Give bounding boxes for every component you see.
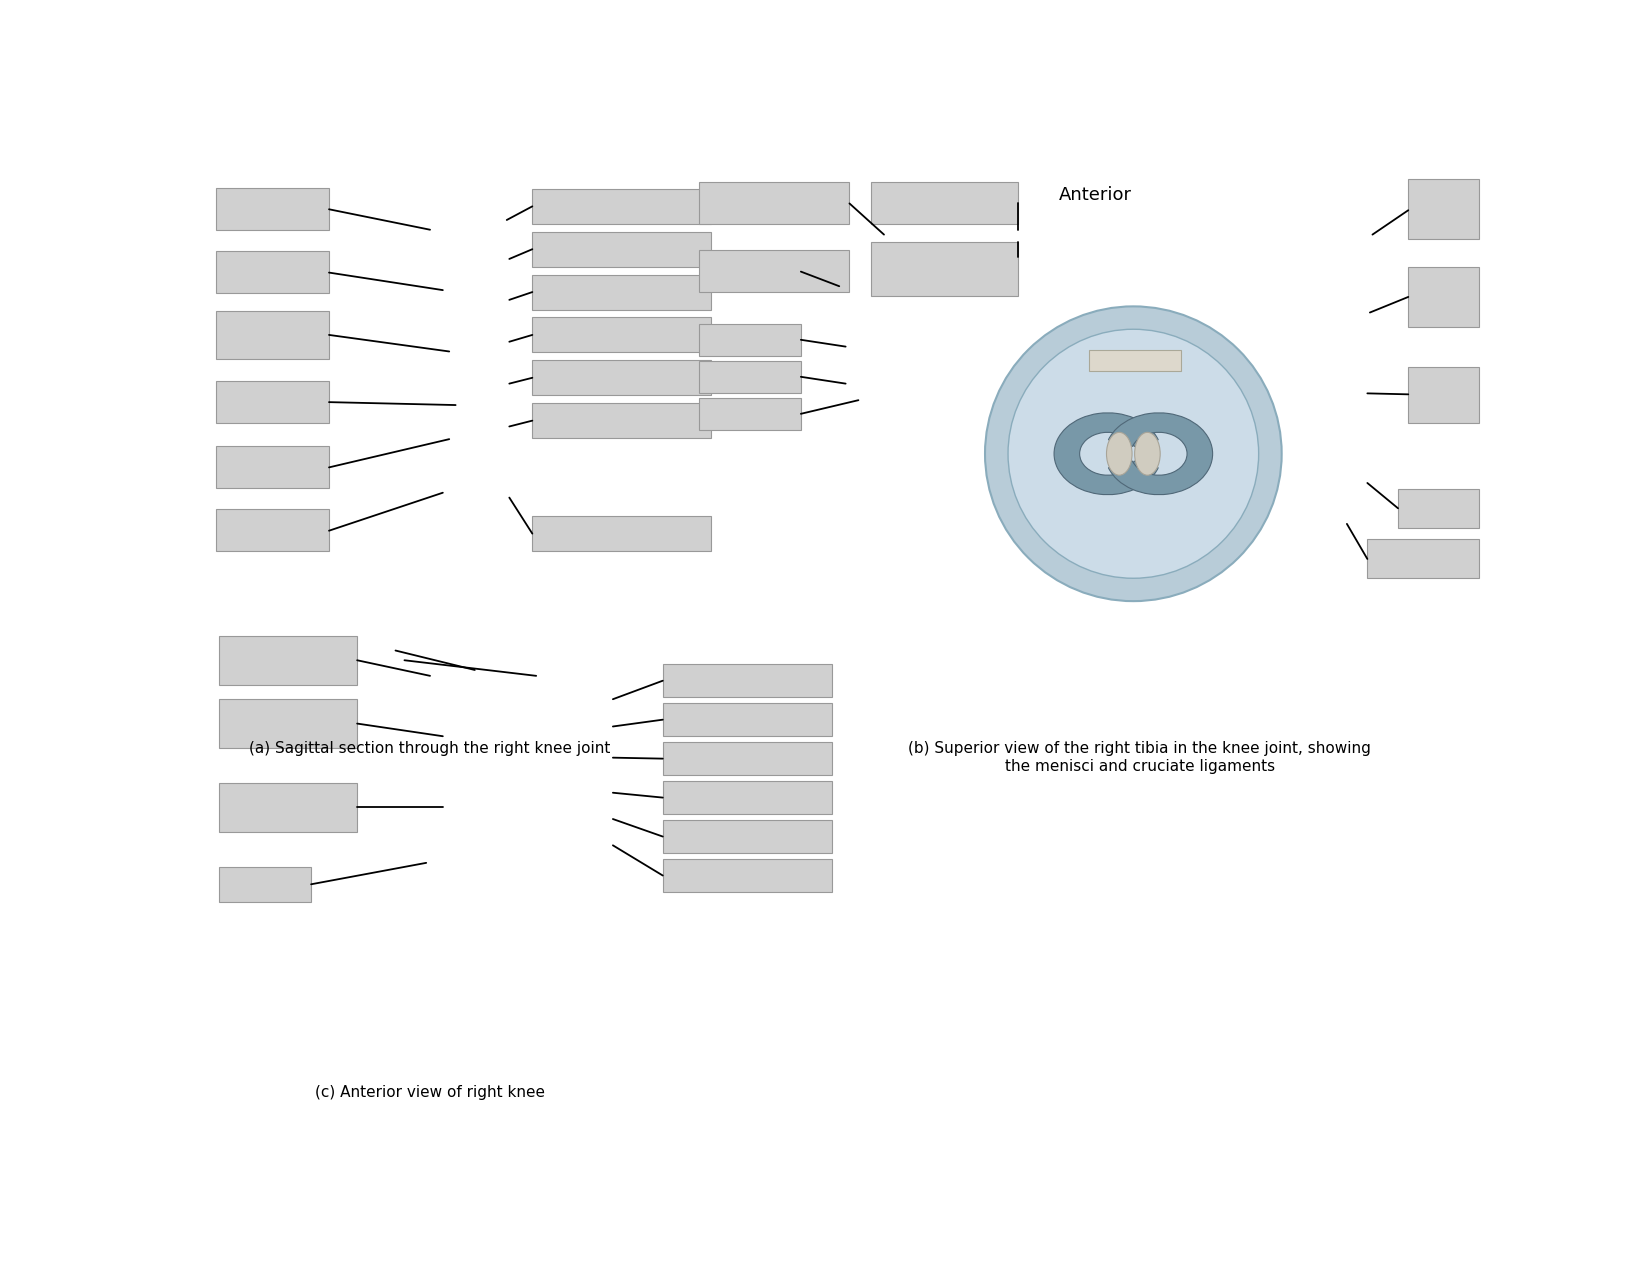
Bar	[871, 243, 1018, 296]
Bar	[1089, 349, 1181, 371]
Bar	[533, 231, 711, 267]
Bar	[533, 318, 711, 353]
Bar	[219, 783, 356, 831]
Ellipse shape	[1135, 433, 1160, 476]
Text: Anterior: Anterior	[1059, 186, 1132, 204]
Bar	[219, 636, 356, 684]
Bar	[533, 361, 711, 395]
Bar	[216, 510, 328, 552]
Bar	[663, 820, 832, 853]
Bar	[219, 867, 312, 902]
Bar	[216, 381, 328, 423]
Ellipse shape	[985, 306, 1282, 601]
Bar	[698, 362, 800, 393]
Ellipse shape	[1008, 329, 1259, 578]
Bar	[663, 743, 832, 775]
Text: (a) Sagittal section through the right knee joint: (a) Sagittal section through the right k…	[249, 741, 610, 756]
Bar	[1398, 488, 1478, 528]
Bar	[663, 703, 832, 736]
Wedge shape	[1109, 412, 1213, 495]
Bar	[698, 182, 850, 224]
Bar	[533, 404, 711, 438]
Bar	[219, 700, 356, 748]
Bar	[871, 182, 1018, 224]
Bar	[533, 516, 711, 552]
Bar	[663, 859, 832, 892]
Bar	[1407, 367, 1478, 423]
Bar	[663, 781, 832, 815]
Bar	[216, 447, 328, 488]
Text: (b) Superior view of the right tibia in the knee joint, showing
the menisci and : (b) Superior view of the right tibia in …	[908, 741, 1371, 773]
Bar	[1368, 539, 1478, 578]
Bar	[698, 324, 800, 357]
Bar	[216, 187, 328, 230]
Bar	[698, 398, 800, 430]
Bar	[216, 252, 328, 293]
Bar	[1407, 267, 1478, 328]
Bar	[533, 188, 711, 224]
Bar	[216, 311, 328, 359]
Bar	[698, 250, 850, 292]
Bar	[663, 664, 832, 697]
Bar	[533, 275, 711, 310]
Wedge shape	[1054, 412, 1158, 495]
Text: (c) Anterior view of right knee: (c) Anterior view of right knee	[315, 1085, 544, 1101]
Bar	[1407, 180, 1478, 239]
Ellipse shape	[1107, 433, 1132, 476]
